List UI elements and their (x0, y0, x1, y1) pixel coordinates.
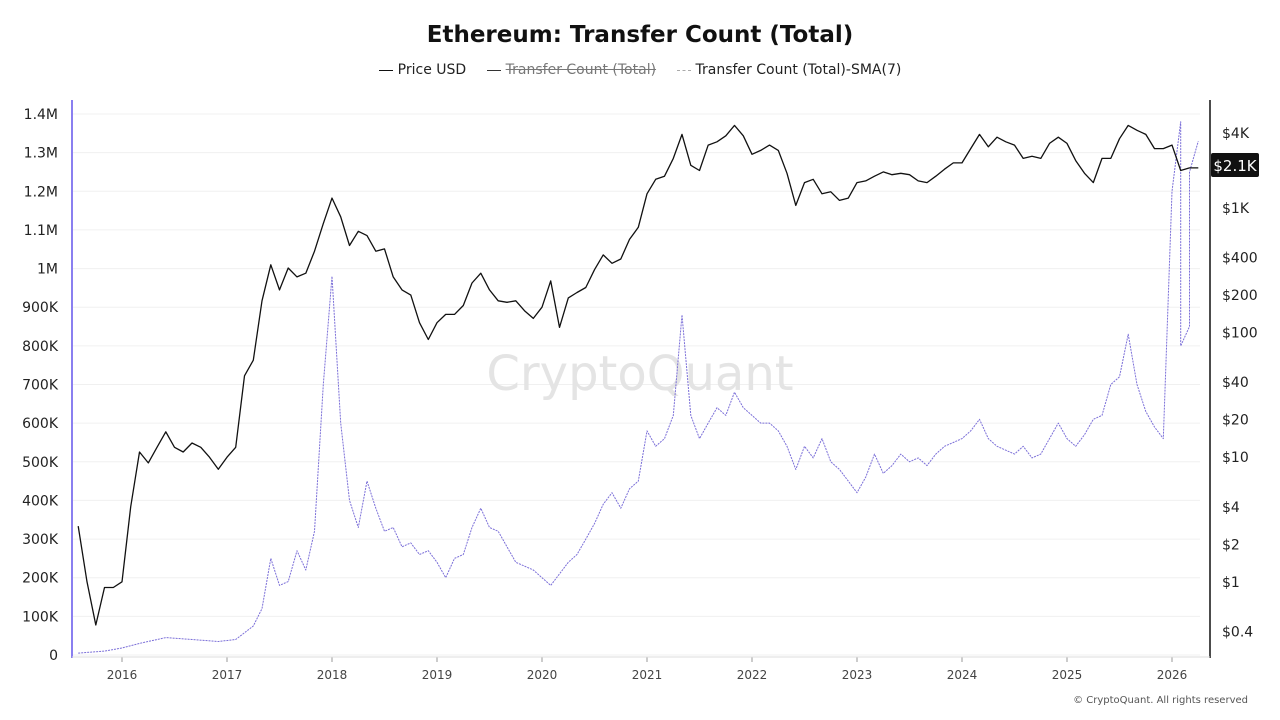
price-usd-line (77, 124, 1199, 626)
x-tick-label: 2020 (527, 668, 558, 682)
legend-swatch-price (378, 69, 393, 71)
footer-copyright: © CryptoQuant. All rights reserved (1073, 695, 1248, 706)
right-tick-label: $1 (1222, 575, 1240, 591)
left-tick-label: 1.4M (24, 107, 58, 123)
legend-label-price: Price USD (397, 62, 467, 78)
right-tick-label: $0.4 (1222, 624, 1253, 640)
left-tick-label: 1.2M (24, 184, 58, 200)
legend-swatch-transfer-sma (676, 69, 691, 71)
right-tick-label: $40 (1222, 375, 1249, 391)
gridlines (73, 113, 1200, 656)
x-tick-label: 2017 (212, 668, 243, 682)
legend-item-price[interactable]: Price USD (378, 62, 467, 78)
left-tick-label: 0 (49, 648, 58, 664)
left-tick-label: 500K (22, 455, 59, 471)
price-badge-bg (1211, 153, 1259, 177)
left-tick-label: 700K (22, 378, 59, 394)
x-tick-label: 2018 (317, 668, 348, 682)
left-tick-label: 900K (22, 300, 59, 316)
left-tick-label: 200K (22, 571, 59, 587)
legend-label-transfer-sma: Transfer Count (Total)-SMA(7) (695, 62, 902, 78)
x-tick-label: 2016 (107, 668, 138, 682)
legend-item-transfer-count[interactable]: Transfer Count (Total) (486, 62, 657, 78)
left-tick-label: 1M (37, 262, 58, 278)
watermark: CryptoQuant (486, 346, 793, 402)
series-layer (77, 121, 1199, 654)
legend-item-transfer-sma[interactable]: Transfer Count (Total)-SMA(7) (676, 62, 902, 78)
x-tick-label: 2023 (842, 668, 873, 682)
x-tick-label: 2022 (737, 668, 768, 682)
x-tick-label: 2021 (632, 668, 663, 682)
legend: Price USD Transfer Count (Total) Transfe… (0, 62, 1280, 78)
right-tick-label: $4K (1222, 126, 1250, 142)
x-tick-label: 2019 (422, 668, 453, 682)
left-tick-label: 400K (22, 493, 59, 509)
price-badge-text: $2.1K (1213, 157, 1257, 175)
legend-swatch-transfer-count (486, 69, 501, 71)
chart-title: Ethereum: Transfer Count (Total) (426, 22, 854, 48)
right-tick-label: $100 (1222, 326, 1258, 342)
right-tick-label: $400 (1222, 251, 1258, 267)
right-axis-ticks: $0.4 $1 $2 $4 $10 $20 $40 $100 $200 $400 $1K $4K (1222, 126, 1258, 640)
left-tick-label: 1.3M (24, 146, 58, 162)
left-tick-label: 1.1M (24, 223, 58, 239)
x-tick-label: 2025 (1052, 668, 1083, 682)
left-tick-label: 100K (22, 609, 59, 625)
right-tick-label: $200 (1222, 288, 1258, 304)
transfer-count-sma-line (78, 121, 1199, 654)
left-tick-label: 600K (22, 416, 59, 432)
right-tick-label: $10 (1222, 450, 1249, 466)
right-tick-label: $1K (1222, 201, 1250, 217)
right-tick-label: $20 (1222, 413, 1249, 429)
right-tick-label: $2 (1222, 537, 1240, 553)
x-tick-label: 2024 (947, 668, 978, 682)
left-tick-label: 800K (22, 339, 59, 355)
right-tick-label: $4 (1222, 500, 1240, 516)
left-tick-label: 300K (22, 532, 59, 548)
x-axis-ticks: 2016 2017 2018 2019 2020 2021 2022 2023 2024 2025… (107, 657, 1188, 682)
x-tick-label: 2026 (1157, 668, 1188, 682)
price-badge: $2.1K (1211, 153, 1259, 177)
left-axis-ticks: 0 100K 200K 300K 400K 500K 600K 700K 800K 900K 1M 1… (22, 107, 59, 664)
legend-label-transfer-count: Transfer Count (Total) (505, 62, 657, 78)
